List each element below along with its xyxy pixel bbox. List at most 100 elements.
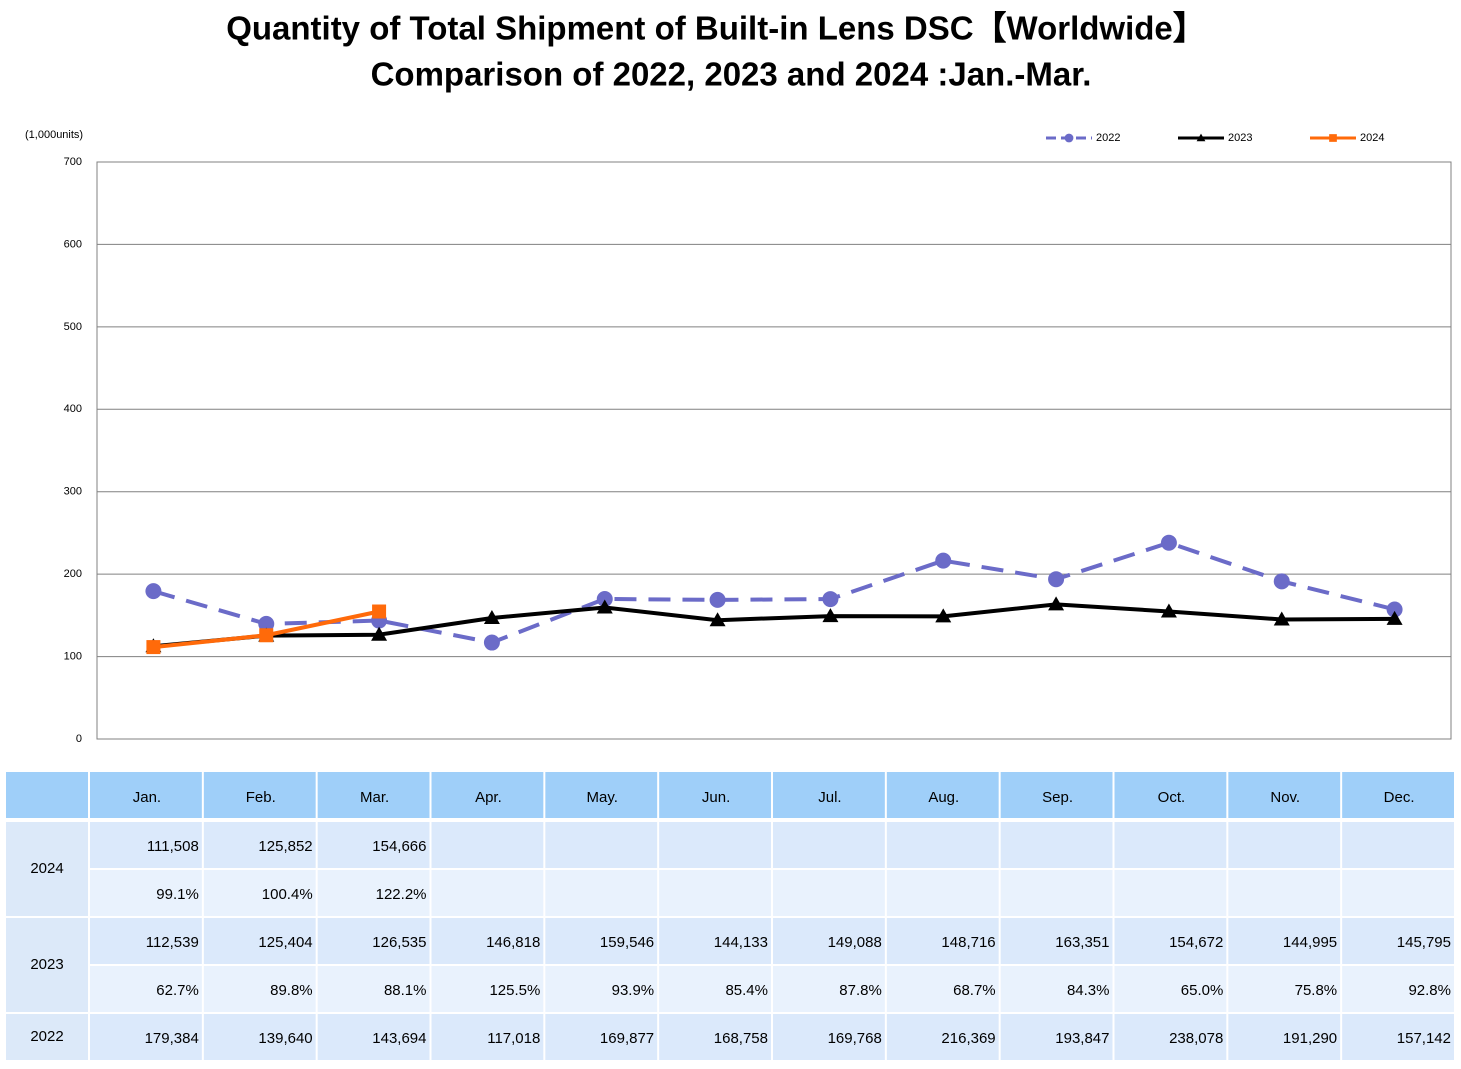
row-header-cell bbox=[6, 822, 88, 916]
y-tick-label: 200 bbox=[64, 568, 82, 580]
table-value: 139,640 bbox=[258, 1030, 312, 1047]
table-value: 62.7% bbox=[156, 982, 199, 999]
table-header-cell bbox=[659, 772, 771, 818]
table-cell bbox=[1228, 918, 1341, 964]
legend-label: 2023 bbox=[1228, 132, 1252, 144]
table-header-cell bbox=[545, 772, 658, 818]
table-cell bbox=[1114, 822, 1227, 868]
table-value: 159,546 bbox=[600, 934, 654, 951]
data-point bbox=[1048, 571, 1065, 588]
table-value: 88.1% bbox=[384, 982, 427, 999]
table-cell bbox=[431, 822, 544, 868]
table-value: 144,995 bbox=[1283, 934, 1337, 951]
table-cell bbox=[90, 870, 202, 916]
table-header-cell bbox=[1342, 772, 1454, 818]
table-value: 68.7% bbox=[953, 982, 996, 999]
column-header: Oct. bbox=[1158, 789, 1186, 806]
data-point bbox=[372, 604, 387, 619]
table-cell bbox=[1342, 870, 1454, 916]
table-cell bbox=[1000, 870, 1113, 916]
table-cell bbox=[90, 1014, 202, 1060]
table-cell bbox=[1228, 966, 1341, 1012]
table-cell bbox=[317, 918, 430, 964]
column-header: Mar. bbox=[360, 789, 389, 806]
table-cell bbox=[545, 822, 658, 868]
table-value: 125.5% bbox=[489, 982, 540, 999]
table-value: 125,404 bbox=[258, 934, 312, 951]
table-cell bbox=[203, 918, 316, 964]
table-value: 191,290 bbox=[1283, 1030, 1337, 1047]
table-cell bbox=[545, 918, 658, 964]
table-cell bbox=[203, 822, 316, 868]
table-cell bbox=[431, 1014, 544, 1060]
column-header: Jan. bbox=[133, 789, 161, 806]
column-header: Feb. bbox=[246, 789, 276, 806]
table-value: 143,694 bbox=[372, 1030, 426, 1047]
data-point bbox=[709, 591, 726, 608]
table-cell bbox=[659, 870, 771, 916]
table-cell bbox=[773, 870, 885, 916]
table-cell bbox=[545, 1014, 658, 1060]
table-cell bbox=[886, 822, 999, 868]
table-cell bbox=[1114, 1014, 1227, 1060]
column-header: Nov. bbox=[1270, 789, 1300, 806]
legend-marker bbox=[1329, 134, 1337, 142]
data-point bbox=[1160, 603, 1177, 618]
table-value: 146,818 bbox=[486, 934, 540, 951]
data-point bbox=[1273, 611, 1290, 626]
y-tick-label: 500 bbox=[64, 321, 82, 333]
table-cell bbox=[1000, 822, 1113, 868]
table-header-cell bbox=[1228, 772, 1341, 818]
table-cell bbox=[1342, 1014, 1454, 1060]
table-cell bbox=[1114, 966, 1227, 1012]
column-header: Jul. bbox=[818, 789, 841, 806]
table-value: 169,768 bbox=[828, 1030, 882, 1047]
table-cell bbox=[90, 966, 202, 1012]
legend-label: 2024 bbox=[1360, 132, 1384, 144]
table-cell bbox=[90, 918, 202, 964]
table-cell bbox=[431, 966, 544, 1012]
table-cell bbox=[90, 822, 202, 868]
table-header-cell bbox=[773, 772, 885, 818]
data-point bbox=[1273, 573, 1290, 590]
table-value: 169,877 bbox=[600, 1030, 654, 1047]
table-cell bbox=[203, 966, 316, 1012]
data-point bbox=[1386, 610, 1403, 625]
table-cell bbox=[886, 966, 999, 1012]
data-point bbox=[145, 583, 162, 600]
table-cell bbox=[545, 870, 658, 916]
table-header-cell bbox=[1000, 772, 1113, 818]
data-point bbox=[709, 612, 726, 627]
row-header-cell bbox=[6, 1014, 88, 1060]
table-value: 126,535 bbox=[372, 934, 426, 951]
table-cell bbox=[659, 918, 771, 964]
table-header-cell bbox=[203, 772, 316, 818]
table-value: 99.1% bbox=[156, 886, 199, 903]
table-header-cell bbox=[90, 772, 202, 818]
y-tick-label: 600 bbox=[64, 238, 82, 250]
table-value: 84.3% bbox=[1067, 982, 1110, 999]
table-value: 65.0% bbox=[1181, 982, 1224, 999]
data-point bbox=[935, 552, 952, 569]
table-cell bbox=[1114, 918, 1227, 964]
table-header-cell bbox=[317, 772, 430, 818]
table-value: 154,666 bbox=[372, 838, 426, 855]
table-value: 163,351 bbox=[1055, 934, 1109, 951]
table-value: 148,716 bbox=[941, 934, 995, 951]
column-header: May. bbox=[587, 789, 618, 806]
table-cell bbox=[1000, 966, 1113, 1012]
table-header-cell bbox=[431, 772, 544, 818]
table-value: 144,133 bbox=[714, 934, 768, 951]
table-cell bbox=[886, 870, 999, 916]
table-value: 100.4% bbox=[262, 886, 313, 903]
data-point bbox=[483, 634, 500, 651]
row-header: 2022 bbox=[30, 1028, 63, 1045]
table-value: 216,369 bbox=[941, 1030, 995, 1047]
table-value: 85.4% bbox=[725, 982, 768, 999]
table-cell bbox=[1342, 822, 1454, 868]
table-cell bbox=[1342, 918, 1454, 964]
y-tick-label: 100 bbox=[64, 650, 82, 662]
row-header: 2023 bbox=[30, 956, 63, 973]
column-header: Aug. bbox=[928, 789, 959, 806]
data-point bbox=[146, 640, 161, 655]
